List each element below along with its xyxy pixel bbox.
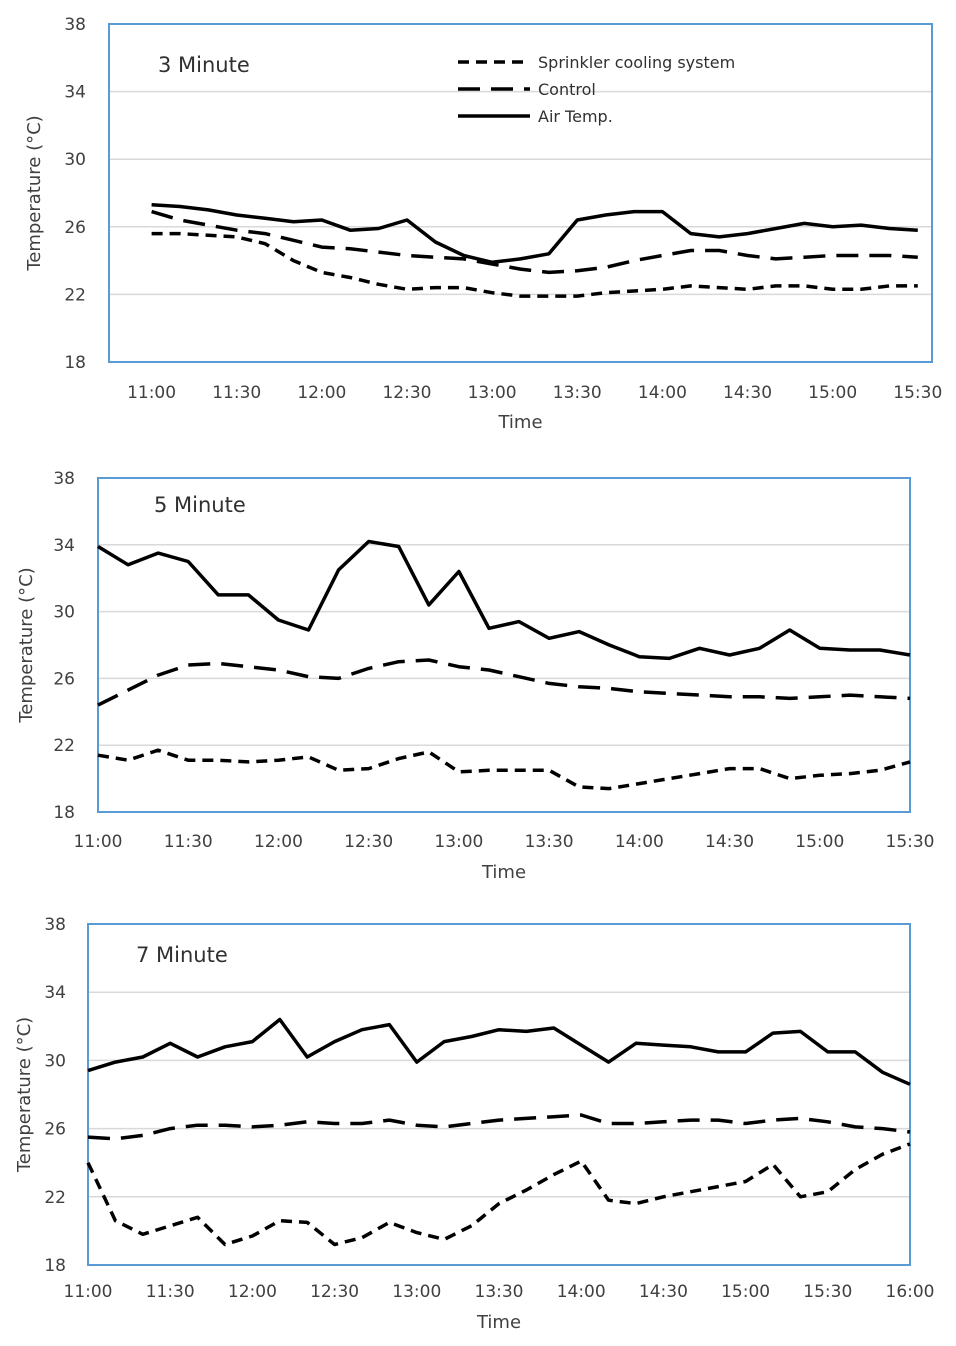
x-axis-title: Time xyxy=(476,1312,521,1333)
x-tick-label: 16:00 xyxy=(886,1282,935,1302)
chart-title: 3 Minute xyxy=(158,53,250,77)
series-line-control xyxy=(151,209,918,275)
y-tick-label: 26 xyxy=(44,1120,66,1140)
y-tick-label: 38 xyxy=(64,15,86,35)
x-tick-label: 13:30 xyxy=(525,832,574,852)
y-tick-label: 30 xyxy=(64,150,86,170)
y-tick-label: 22 xyxy=(53,736,75,756)
x-tick-label: 13:00 xyxy=(434,832,483,852)
x-tick-label: 14:30 xyxy=(705,832,754,852)
x-tick-label: 12:30 xyxy=(382,383,431,403)
y-axis-title: Temperature (°C) xyxy=(14,1017,35,1173)
plot-frame xyxy=(97,477,911,813)
legend-label: Control xyxy=(538,80,596,99)
x-tick-label: 12:00 xyxy=(254,832,303,852)
legend: Sprinkler cooling system Control Air Temp. xyxy=(458,53,735,126)
x-axis-title: Time xyxy=(481,862,526,883)
x-tick-label: 11:30 xyxy=(164,832,213,852)
x-tick-label: 14:30 xyxy=(639,1282,688,1302)
series-line-control xyxy=(97,658,911,707)
x-tick-label: 11:00 xyxy=(74,832,123,852)
x-tick-label: 11:00 xyxy=(64,1282,113,1302)
x-tick-label: 14:00 xyxy=(615,832,664,852)
series-line-air-temp xyxy=(97,539,911,661)
y-tick-label: 38 xyxy=(53,469,75,489)
plot-frame xyxy=(87,923,911,1266)
chart-7-minute: 18 22 26 30 34 38 11:00 11:30 12:00 12:30 13:00 13:… xyxy=(14,915,935,1333)
x-tick-label: 12:30 xyxy=(310,1282,359,1302)
x-tick-label: 13:00 xyxy=(392,1282,441,1302)
x-tick-label: 14:00 xyxy=(638,383,687,403)
x-tick-label: 15:30 xyxy=(803,1282,852,1302)
legend-label: Air Temp. xyxy=(538,107,613,126)
x-tick-label: 13:00 xyxy=(468,383,517,403)
y-tick-label: 34 xyxy=(53,536,75,556)
x-tick-label: 12:00 xyxy=(228,1282,277,1302)
x-tick-label: 11:30 xyxy=(146,1282,195,1302)
y-tick-label: 30 xyxy=(44,1051,66,1071)
series-line-sprinkler-cooling-system xyxy=(86,1142,911,1247)
x-tick-label: 12:30 xyxy=(344,832,393,852)
x-tick-label: 15:00 xyxy=(795,832,844,852)
y-tick-label: 30 xyxy=(53,603,75,623)
y-tick-label: 38 xyxy=(44,915,66,935)
x-tick-label: 14:30 xyxy=(723,383,772,403)
chart-title: 7 Minute xyxy=(136,943,228,967)
y-tick-label: 26 xyxy=(53,669,75,689)
y-axis-title: Temperature (°C) xyxy=(16,567,37,723)
x-tick-label: 12:00 xyxy=(297,383,346,403)
y-tick-label: 34 xyxy=(64,83,86,103)
y-tick-label: 18 xyxy=(53,803,75,823)
x-tick-label: 15:00 xyxy=(808,383,857,403)
chart-3-minute: 18 22 26 30 34 38 11:00 11:30 12:00 12:30 13:00 13:… xyxy=(24,15,942,433)
x-tick-label: 15:00 xyxy=(721,1282,770,1302)
series-line-air-temp xyxy=(151,203,918,265)
series-line-control xyxy=(87,1113,911,1141)
x-tick-label: 15:30 xyxy=(886,832,935,852)
y-axis-title: Temperature (°C) xyxy=(24,115,45,271)
chart-5-minute: 18 22 26 30 34 38 11:00 11:30 12:00 12:30 13:00 13:… xyxy=(16,469,935,883)
x-tick-label: 13:30 xyxy=(475,1282,524,1302)
y-tick-label: 18 xyxy=(64,353,86,373)
y-tick-label: 26 xyxy=(64,218,86,238)
chart-title: 5 Minute xyxy=(154,493,246,517)
y-tick-label: 22 xyxy=(44,1188,66,1208)
x-tick-label: 15:30 xyxy=(893,383,942,403)
x-tick-label: 13:30 xyxy=(553,383,602,403)
y-tick-label: 34 xyxy=(44,983,66,1003)
legend-label: Sprinkler cooling system xyxy=(538,53,735,72)
y-tick-label: 18 xyxy=(44,1256,66,1276)
series-line-sprinkler-cooling-system xyxy=(151,231,918,298)
x-tick-label: 11:00 xyxy=(127,383,176,403)
x-tick-label: 11:30 xyxy=(212,383,261,403)
series-line-sprinkler-cooling-system xyxy=(97,748,911,791)
x-tick-label: 14:00 xyxy=(557,1282,606,1302)
y-tick-label: 22 xyxy=(64,285,86,305)
series-line-air-temp xyxy=(87,1017,911,1086)
plot-frame xyxy=(108,23,933,363)
x-axis-title: Time xyxy=(497,412,542,433)
